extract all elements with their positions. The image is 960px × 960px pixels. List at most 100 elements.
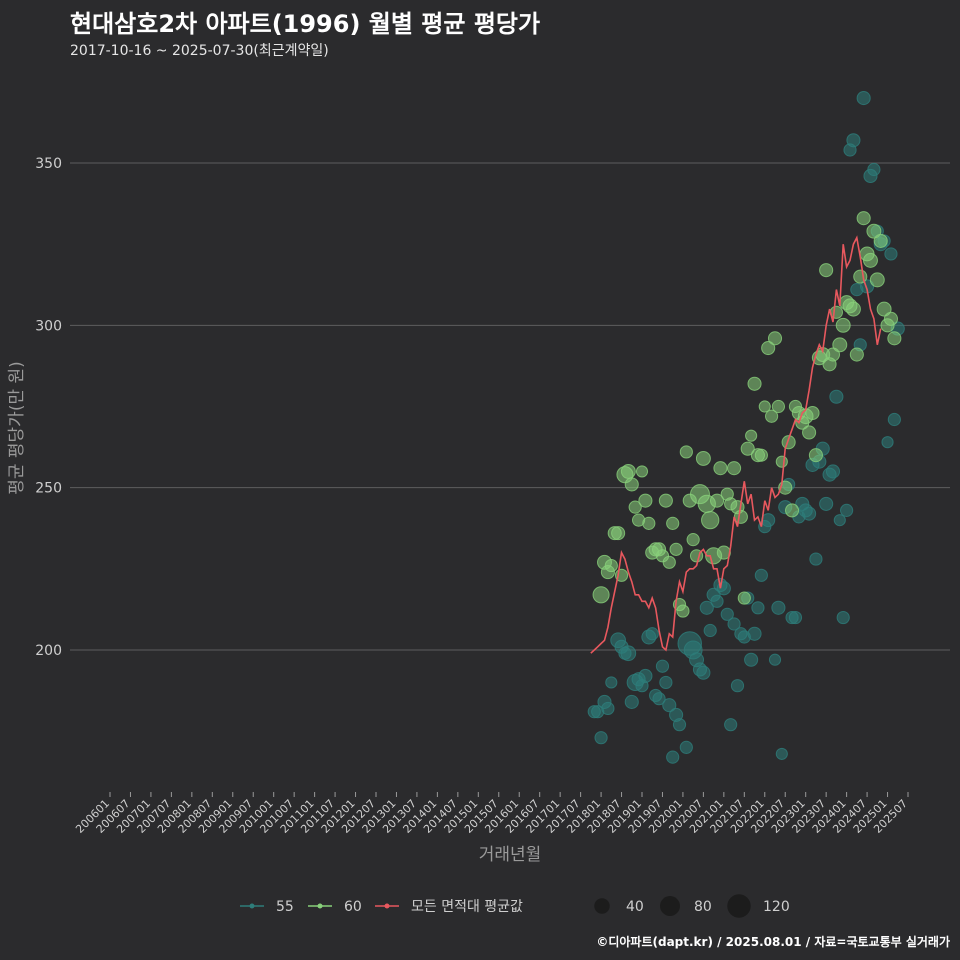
series-55-point xyxy=(624,694,639,709)
series-55-point xyxy=(620,645,637,662)
legend-average-dot xyxy=(384,903,390,909)
legend-average-label: 모든 면적대 평균값 xyxy=(411,899,523,915)
series-55-point xyxy=(645,627,659,641)
series-60-point xyxy=(808,448,823,463)
series-60-point xyxy=(883,311,898,326)
legend-size-label-80: 80 xyxy=(694,899,712,915)
series-60-point xyxy=(758,400,771,413)
series-60-point xyxy=(666,516,680,530)
series-55-point xyxy=(720,607,734,621)
credit-text: ©디아파트(dapt.kr) / 2025.08.01 / 자료=국토교통부 실… xyxy=(596,935,950,949)
series-60-point xyxy=(832,337,848,353)
series-60-point xyxy=(869,272,885,288)
series-60-point xyxy=(819,263,834,278)
series-60-point xyxy=(863,252,878,268)
chart-title: 현대삼호2차 아파트(1996) 월별 평균 평당가 xyxy=(70,10,541,38)
series-55-point xyxy=(655,659,670,673)
series-55-point xyxy=(747,626,762,641)
series-60-point xyxy=(638,493,653,508)
series-60-point xyxy=(727,461,742,476)
series-60-point xyxy=(695,450,711,466)
series-55-point xyxy=(884,247,898,261)
series-55-point xyxy=(775,747,788,760)
series-60-point xyxy=(713,461,728,476)
series-60-point xyxy=(802,425,817,440)
series-60-point xyxy=(873,233,888,248)
y-tick-label-250: 250 xyxy=(35,481,62,497)
series-55-point xyxy=(754,568,768,582)
series-55-point xyxy=(727,617,741,631)
series-60-point xyxy=(620,463,636,479)
series-60-point xyxy=(662,555,676,569)
series-55-point xyxy=(829,389,844,404)
series-55-point xyxy=(836,610,850,625)
series-60-point xyxy=(887,331,902,346)
series-55-point xyxy=(672,718,687,732)
series-55-point xyxy=(638,668,653,684)
chart-subtitle: 2017-10-16 ~ 2025-07-30(최근계약일) xyxy=(70,43,329,59)
series-60-point xyxy=(604,558,618,573)
y-tick-label-200: 200 xyxy=(35,643,62,659)
series-60-point xyxy=(701,510,720,530)
series-60-point xyxy=(775,455,788,468)
x-axis-ticks: 2006012006072007012007072008012008072009… xyxy=(73,792,910,836)
series-60-point xyxy=(781,435,796,450)
series-55-point xyxy=(601,701,615,716)
series-60-point xyxy=(767,331,783,346)
series-55-point xyxy=(802,506,817,521)
series-60-point xyxy=(686,533,700,547)
legend-size-label-120: 120 xyxy=(763,899,790,915)
series-60-point xyxy=(876,301,892,317)
series-60-point xyxy=(642,516,656,530)
series-60-point xyxy=(835,317,851,333)
series-60-point xyxy=(737,591,751,605)
series-55-point xyxy=(744,652,759,667)
legend-60-label: 60 xyxy=(344,899,362,915)
series-60-point xyxy=(785,503,800,518)
series-55-point xyxy=(856,91,871,106)
series-55-point xyxy=(809,552,823,566)
series-55-point xyxy=(771,600,786,615)
series-55-point xyxy=(652,692,666,706)
series-60-point xyxy=(716,545,731,560)
average-line-layer xyxy=(590,235,882,654)
average-line xyxy=(590,235,882,654)
grid-lines xyxy=(70,162,950,651)
y-axis-title: 평균 평당가(만 원) xyxy=(7,361,27,495)
series-60-point xyxy=(845,301,861,317)
series-55-point xyxy=(594,731,608,745)
scatter-points xyxy=(587,91,905,764)
series-60-point xyxy=(740,441,755,456)
series-55-point xyxy=(730,679,745,693)
legend-size-circle-120 xyxy=(727,894,751,918)
series-60-point xyxy=(669,542,683,556)
series-60-point xyxy=(866,223,882,239)
legend: 55 60 모든 면적대 평균값 40 80 120 xyxy=(240,894,790,918)
series-55-point xyxy=(666,750,680,764)
x-axis-title: 거래년월 xyxy=(479,845,542,865)
series-55-point xyxy=(605,676,618,689)
y-tick-label-300: 300 xyxy=(35,318,62,334)
series-60-point xyxy=(658,493,673,508)
series-55-point xyxy=(724,718,738,732)
series-60-point xyxy=(676,604,690,618)
series-55-point xyxy=(887,412,901,427)
series-55-point xyxy=(833,514,846,527)
y-tick-label-350: 350 xyxy=(35,156,62,172)
y-axis-ticks: 200 250 300 350 xyxy=(35,156,62,659)
series-55-point xyxy=(662,698,677,713)
legend-size-label-40: 40 xyxy=(626,899,644,915)
series-55-point xyxy=(710,594,724,608)
series-55-point xyxy=(699,600,714,615)
series-60-point xyxy=(628,500,642,514)
series-60-point xyxy=(856,211,871,226)
series-60-point xyxy=(747,376,762,391)
series-60-point xyxy=(624,477,639,492)
series-60-point xyxy=(805,405,820,421)
legend-size-circle-40 xyxy=(594,898,610,914)
series-55-point xyxy=(703,623,717,638)
series-60-point xyxy=(761,341,776,356)
legend-size-circle-80 xyxy=(660,896,680,916)
series-55-point xyxy=(881,436,894,449)
